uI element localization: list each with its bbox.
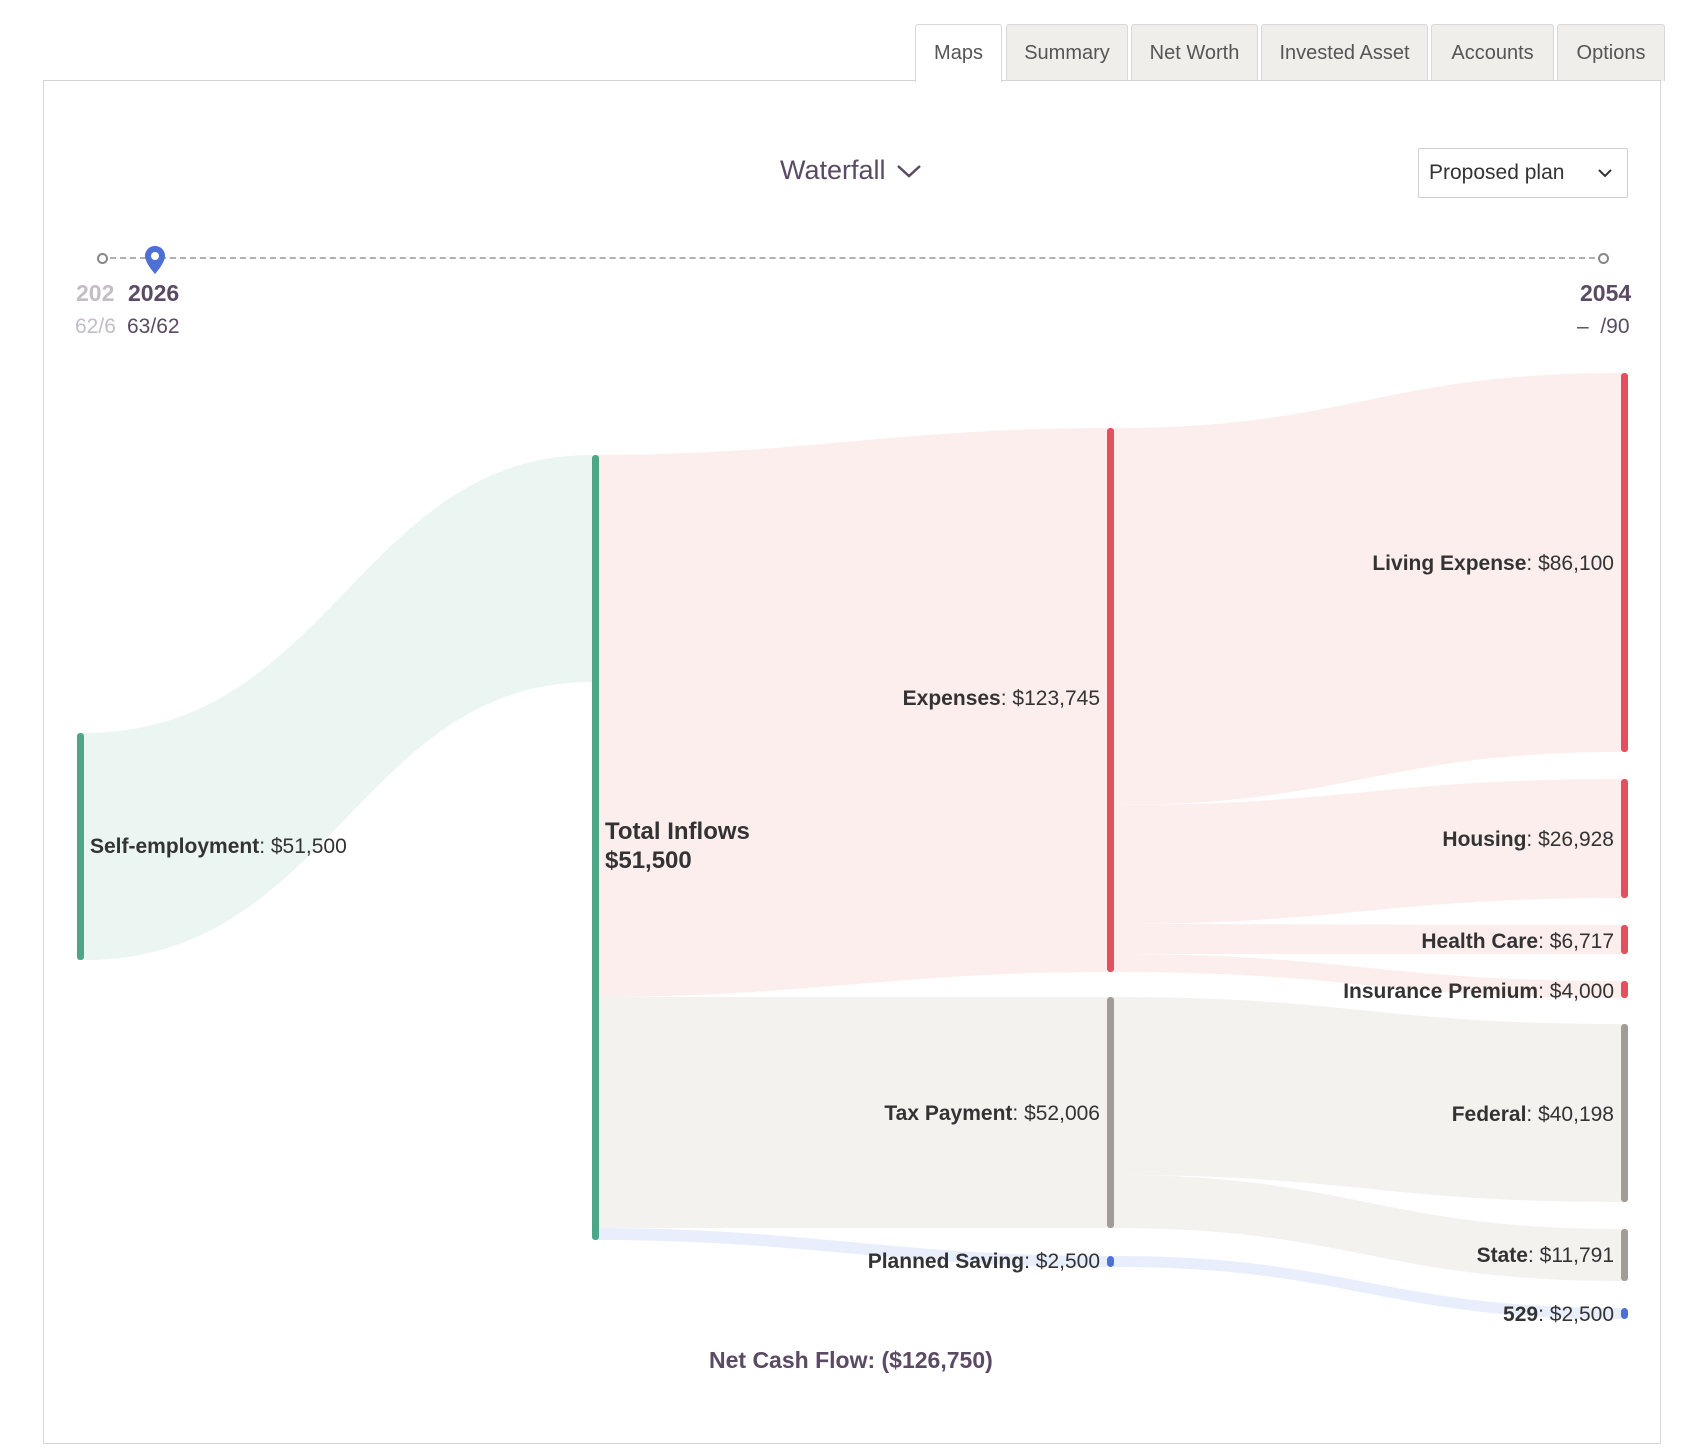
node-self-employment[interactable] bbox=[77, 733, 84, 960]
flow-self-employment-to-total bbox=[84, 455, 592, 960]
node-planned-saving[interactable] bbox=[1107, 1256, 1114, 1267]
timeline-end-marker[interactable] bbox=[1598, 253, 1609, 264]
chevron-down-icon bbox=[896, 164, 921, 178]
timeline-start-age: 62/6 bbox=[75, 315, 116, 338]
plan-select-value: Proposed plan bbox=[1429, 161, 1565, 184]
plan-select[interactable]: Proposed plan bbox=[1418, 148, 1628, 198]
label-tax-payment: Tax Payment: $52,006 bbox=[884, 1102, 1100, 1125]
node-federal[interactable] bbox=[1621, 1024, 1628, 1202]
timeline-start-marker[interactable] bbox=[97, 253, 108, 264]
node-insurance-premium[interactable] bbox=[1621, 981, 1628, 998]
node-total-inflows[interactable] bbox=[592, 455, 599, 1240]
label-insurance-premium: Insurance Premium: $4,000 bbox=[1343, 980, 1614, 1003]
label-federal: Federal: $40,198 bbox=[1452, 1103, 1614, 1126]
timeline-start-year: 202 bbox=[76, 280, 115, 306]
tab-accounts[interactable]: Accounts bbox=[1431, 24, 1554, 81]
flow-expenses-to-housing bbox=[1113, 779, 1621, 924]
tab-net-worth[interactable]: Net Worth bbox=[1131, 24, 1258, 81]
net-cash-flow: Net Cash Flow: ($126,750) bbox=[709, 1347, 993, 1374]
flow-total-to-expenses bbox=[598, 428, 1107, 997]
net-cash-flow-value: ($126,750) bbox=[881, 1347, 993, 1373]
timeline-track[interactable] bbox=[110, 257, 1595, 259]
label-expenses: Expenses: $123,745 bbox=[903, 687, 1100, 710]
flow-tax-to-state bbox=[1113, 1175, 1621, 1281]
net-cash-flow-label: Net Cash Flow: bbox=[709, 1347, 876, 1373]
timeline-current-year: 2026 bbox=[128, 280, 180, 306]
label-housing: Housing: $26,928 bbox=[1442, 828, 1614, 851]
node-housing[interactable] bbox=[1621, 779, 1628, 898]
label-self-employment: Self-employment: $51,500 bbox=[90, 835, 347, 858]
label-529: 529: $2,500 bbox=[1503, 1303, 1614, 1326]
node-health-care[interactable] bbox=[1621, 925, 1628, 954]
label-health-care: Health Care: $6,717 bbox=[1421, 930, 1614, 953]
label-planned-saving: Planned Saving: $2,500 bbox=[868, 1250, 1100, 1273]
label-living-expense: Living Expense: $86,100 bbox=[1372, 552, 1614, 575]
map-pin-icon[interactable] bbox=[144, 245, 166, 280]
tab-options[interactable]: Options bbox=[1557, 24, 1665, 81]
flow-expenses-to-insurance bbox=[1113, 954, 1621, 998]
flow-saving-to-529 bbox=[1113, 1256, 1621, 1319]
timeline-current-age: 63/62 bbox=[127, 315, 180, 338]
node-529[interactable] bbox=[1621, 1308, 1628, 1319]
timeline-end-age: – /90 bbox=[1577, 315, 1630, 338]
label-total-inflows-value: $51,500 bbox=[605, 847, 692, 874]
flow-total-to-tax bbox=[598, 997, 1107, 1228]
tab-invested-asset[interactable]: Invested Asset bbox=[1261, 24, 1428, 81]
view-mode-label: Waterfall bbox=[780, 155, 886, 185]
tab-summary[interactable]: Summary bbox=[1006, 24, 1128, 81]
node-state[interactable] bbox=[1621, 1229, 1628, 1281]
chevron-down-icon bbox=[1598, 169, 1612, 178]
tab-maps[interactable]: Maps bbox=[915, 24, 1002, 82]
label-total-inflows-name: Total Inflows bbox=[605, 818, 750, 845]
view-mode-dropdown[interactable]: Waterfall bbox=[780, 155, 922, 186]
node-tax-payment[interactable] bbox=[1107, 997, 1114, 1228]
flow-tax-to-federal bbox=[1113, 997, 1621, 1202]
node-living-expense[interactable] bbox=[1621, 373, 1628, 752]
flow-expenses-to-health bbox=[1113, 924, 1621, 954]
node-expenses[interactable] bbox=[1107, 428, 1114, 972]
label-state: State: $11,791 bbox=[1477, 1244, 1614, 1267]
flow-total-to-saving bbox=[598, 1228, 1107, 1267]
flow-expenses-to-living bbox=[1113, 373, 1621, 805]
timeline-end-year: 2054 bbox=[1580, 280, 1632, 306]
